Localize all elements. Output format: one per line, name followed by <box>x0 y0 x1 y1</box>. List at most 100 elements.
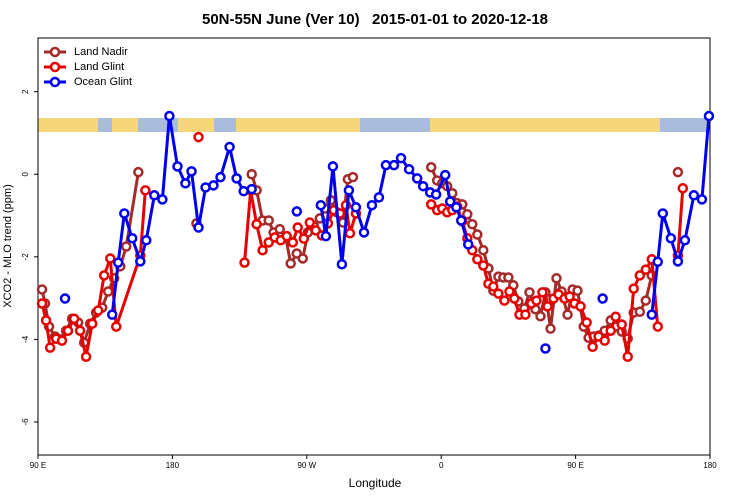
legend-label: Land Nadir <box>74 46 128 58</box>
x-tick-label: 90 E <box>30 461 46 470</box>
data-point <box>605 325 616 336</box>
series-line <box>110 114 711 315</box>
data-point <box>425 161 437 173</box>
data-point <box>119 208 130 219</box>
legend: Land Nadir Land Glint Ocean Glint <box>44 46 132 88</box>
data-point <box>488 281 499 292</box>
data-point <box>347 171 359 183</box>
data-point <box>263 215 274 226</box>
data-point <box>304 217 316 228</box>
data-point <box>292 222 303 233</box>
x-tick-label: 180 <box>703 461 717 470</box>
y-tick-label: -2 <box>21 253 30 261</box>
x-tick-label: 0 <box>439 461 444 470</box>
data-point <box>287 237 299 248</box>
data-point <box>425 199 437 210</box>
data-point <box>239 257 250 268</box>
x-tick-label: 90 E <box>567 461 583 470</box>
data-point <box>36 298 48 309</box>
data-point <box>451 202 462 213</box>
data-point <box>665 232 677 244</box>
data-point <box>164 110 175 122</box>
data-point <box>92 305 104 316</box>
data-point <box>478 244 489 256</box>
data-point <box>403 164 415 175</box>
data-point <box>551 273 562 284</box>
data-point <box>56 335 68 346</box>
data-point <box>74 325 86 336</box>
data-point <box>315 199 327 211</box>
data-point <box>111 321 122 332</box>
data-point <box>121 241 132 252</box>
data-point <box>597 293 608 304</box>
data-point <box>298 233 310 244</box>
data-point <box>677 183 689 194</box>
legend-marker <box>49 76 61 88</box>
data-point <box>640 264 652 275</box>
data-point <box>281 230 293 242</box>
data-point <box>186 166 197 177</box>
data-point <box>503 272 514 283</box>
data-point <box>599 335 610 346</box>
data-point <box>545 323 556 334</box>
data-point <box>542 301 553 312</box>
data-point <box>646 309 658 320</box>
land-ocean-strip <box>38 118 710 132</box>
data-point <box>297 253 309 264</box>
data-point <box>478 260 489 271</box>
data-point <box>628 283 639 294</box>
data-point <box>411 173 423 184</box>
data-point <box>112 257 124 268</box>
data-point <box>274 223 286 235</box>
data-point <box>40 315 52 326</box>
data-point <box>703 110 715 122</box>
data-point <box>395 152 407 164</box>
data-point <box>564 291 575 302</box>
data-point <box>439 169 451 181</box>
data-point <box>388 159 400 171</box>
data-point <box>462 239 474 250</box>
data-point <box>520 309 531 320</box>
data-point <box>285 258 296 269</box>
data-point <box>581 317 592 328</box>
data-point <box>140 185 151 196</box>
data-point <box>246 168 257 180</box>
plot-frame <box>37 37 711 456</box>
data-point <box>531 295 542 306</box>
data-point <box>157 194 168 205</box>
data-point <box>540 343 551 354</box>
data-point <box>86 318 98 329</box>
data-point <box>537 287 548 298</box>
data-point <box>652 256 663 268</box>
data-point <box>672 166 684 178</box>
data-point <box>193 222 204 233</box>
data-point <box>251 218 262 230</box>
data-point <box>640 295 652 306</box>
data-point <box>610 311 621 322</box>
legend-marker <box>49 46 61 58</box>
data-point <box>336 259 348 270</box>
data-point <box>257 244 268 256</box>
data-point <box>44 342 56 353</box>
data-point <box>350 202 362 213</box>
data-point <box>417 180 429 192</box>
data-point <box>373 192 385 203</box>
data-point <box>180 178 191 189</box>
data-point <box>634 306 646 317</box>
legend-label: Ocean Glint <box>74 76 132 88</box>
data-point <box>509 293 520 304</box>
legend-label: Land Glint <box>74 61 124 73</box>
data-point <box>535 311 546 322</box>
data-point <box>634 270 646 281</box>
data-point <box>193 131 204 143</box>
data-point <box>327 161 339 172</box>
data-point <box>172 161 183 172</box>
y-tick-label: 2 <box>21 89 30 94</box>
data-point <box>472 254 483 265</box>
legend-marker <box>49 61 61 73</box>
data-point <box>616 319 627 330</box>
y-axis-label: XCO2 - MLO trend (ppm) <box>2 184 14 307</box>
x-tick-label: 90 W <box>297 461 316 470</box>
data-point <box>135 256 146 267</box>
